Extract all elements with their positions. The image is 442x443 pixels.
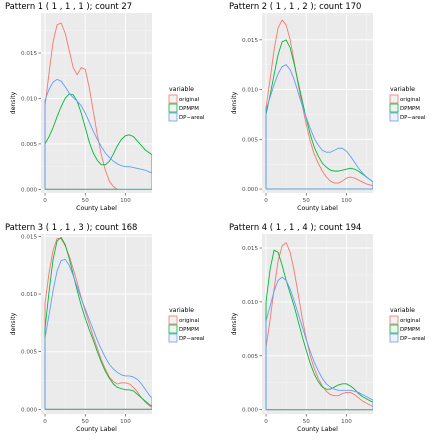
- y-tick-label: 0.005: [21, 350, 37, 356]
- legend-label: DP−areal: [179, 336, 204, 342]
- series-line-dpmpm: [265, 249, 373, 411]
- chart-title: Pattern 3 ( 1 , 1 , 3 ); count 168: [5, 222, 137, 232]
- series-line-dpareal: [265, 64, 373, 190]
- legend-key: [389, 333, 399, 343]
- legend-key: [168, 333, 178, 343]
- x-axis-label: County Label: [297, 205, 338, 212]
- x-tick-label: 0: [264, 419, 268, 425]
- series-line-original: [265, 242, 373, 411]
- legend-label: DPMPM: [179, 106, 199, 112]
- x-tick-label: 100: [341, 419, 352, 425]
- legend-label: original: [400, 318, 420, 324]
- legend-label: DP−areal: [400, 115, 425, 121]
- legend-key: [389, 315, 399, 325]
- series-line-dpmpm: [44, 93, 152, 190]
- legend-label: DPMPM: [400, 327, 420, 333]
- legend-label: DPMPM: [179, 327, 199, 333]
- y-axis-label: density: [231, 312, 238, 335]
- y-tick-label: 0.015: [21, 234, 37, 240]
- legend-key: [168, 112, 178, 122]
- y-tick-label: 0.000: [21, 407, 37, 413]
- y-axis-label: density: [10, 312, 17, 335]
- y-tick-label: 0.010: [21, 96, 37, 102]
- chart-panel-4: Pattern 4 ( 1 , 1 , 4 ); count 194 0.000 0…: [229, 222, 425, 433]
- y-tick-label: 0.010: [242, 300, 258, 306]
- y-tick-label: 0.000: [242, 187, 258, 193]
- x-tick-label: 50: [303, 198, 311, 204]
- legend-title: variable: [169, 86, 194, 93]
- x-tick-label: 50: [303, 419, 311, 425]
- chart-title: Pattern 2 ( 1 , 1 , 2 ); count 170: [229, 1, 361, 11]
- legend: variable original DPMPM DP−areal: [389, 86, 425, 122]
- series-line-dpmpm: [265, 39, 373, 190]
- x-tick-label: 0: [43, 198, 47, 204]
- plot-background: [262, 13, 373, 193]
- series-line-original: [265, 19, 373, 190]
- y-tick-label: 0.015: [242, 246, 258, 252]
- legend-label: original: [179, 318, 199, 324]
- legend-key: [389, 324, 399, 334]
- y-tick-label: 0.005: [242, 137, 258, 143]
- x-axis-label: County Label: [76, 426, 117, 433]
- series-line-original: [44, 22, 118, 190]
- legend-label: original: [400, 97, 420, 103]
- series-line-dpmpm: [44, 237, 152, 410]
- legend-label: original: [179, 97, 199, 103]
- legend-title: variable: [390, 307, 415, 314]
- chart-panel-3: Pattern 3 ( 1 , 1 , 3 ); count 168 0.000 0…: [5, 222, 204, 433]
- legend-key: [168, 324, 178, 334]
- y-tick-label: 0.000: [21, 187, 37, 193]
- series-line-dpareal: [44, 78, 152, 190]
- legend-key: [389, 94, 399, 104]
- legend-title: variable: [169, 307, 194, 314]
- x-axis-label: County Label: [76, 205, 117, 212]
- y-tick-label: 0.005: [21, 142, 37, 148]
- y-tick-label: 0.015: [242, 38, 258, 44]
- legend-key: [389, 112, 399, 122]
- y-axis-label: density: [10, 91, 17, 114]
- x-tick-label: 50: [82, 419, 90, 425]
- legend-key: [389, 103, 399, 113]
- x-tick-label: 100: [341, 198, 352, 204]
- legend-label: DPMPM: [400, 106, 420, 112]
- legend-label: DP−areal: [179, 115, 204, 121]
- chart-panel-1: Pattern 1 ( 1 , 1 , 1 ); count 27 0.000 0.…: [5, 1, 204, 212]
- y-tick-label: 0.010: [21, 292, 37, 298]
- legend: variable original DPMPM DP−areal: [389, 307, 425, 343]
- x-tick-label: 50: [82, 198, 90, 204]
- legend-title: variable: [390, 86, 415, 93]
- y-tick-label: 0.005: [242, 354, 258, 360]
- x-tick-label: 100: [120, 198, 131, 204]
- y-tick-label: 0.015: [21, 51, 37, 57]
- legend: variable original DPMPM DP−areal: [168, 86, 204, 122]
- x-axis-label: County Label: [297, 426, 338, 433]
- plot-background: [41, 13, 152, 193]
- chart-title: Pattern 4 ( 1 , 1 , 4 ); count 194: [229, 222, 361, 232]
- x-tick-label: 100: [120, 419, 131, 425]
- chart-title: Pattern 1 ( 1 , 1 , 1 ); count 27: [5, 1, 132, 11]
- x-tick-label: 0: [43, 419, 47, 425]
- y-axis-label: density: [231, 91, 238, 114]
- legend-key: [168, 103, 178, 113]
- y-tick-label: 0.010: [242, 88, 258, 94]
- x-tick-label: 0: [264, 198, 268, 204]
- y-tick-label: 0.000: [242, 408, 258, 414]
- series-line-dpareal: [44, 258, 152, 410]
- legend: variable original DPMPM DP−areal: [168, 307, 204, 343]
- legend-key: [168, 94, 178, 104]
- chart-panel-2: Pattern 2 ( 1 , 1 , 2 ); count 170 0.000 0…: [229, 1, 425, 212]
- plot-background: [41, 234, 152, 414]
- series-line-dpareal: [265, 276, 373, 411]
- plot-background: [262, 234, 373, 414]
- legend-key: [168, 315, 178, 325]
- legend-label: DP−areal: [400, 336, 425, 342]
